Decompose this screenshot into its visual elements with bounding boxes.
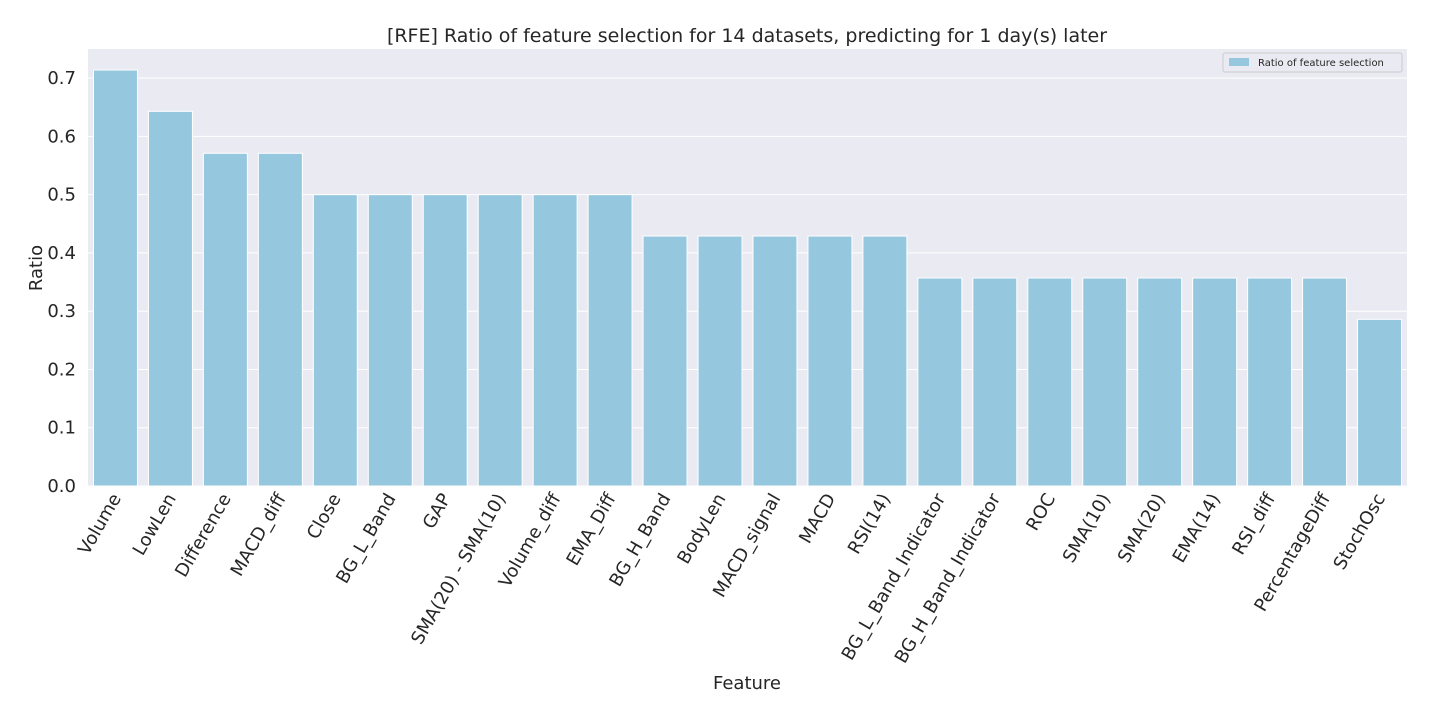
bar xyxy=(422,194,468,487)
y-tick-label: 0.5 xyxy=(47,185,76,206)
bar xyxy=(367,194,413,487)
x-tick-label: StochOsc xyxy=(1330,490,1390,573)
legend-label: Ratio of feature selection xyxy=(1258,58,1384,69)
bar xyxy=(1082,277,1128,487)
bar xyxy=(807,235,853,487)
x-tick-label: RSI(14) xyxy=(844,490,895,558)
x-tick-label: BG_H_Band_Indicator xyxy=(891,489,1006,667)
bar xyxy=(1192,277,1238,487)
x-tick-label: RSI_diff xyxy=(1228,489,1280,558)
x-tick-label: GAP xyxy=(419,490,456,533)
x-tick-label: ROC xyxy=(1022,490,1060,534)
bar xyxy=(1247,277,1293,487)
x-tick-label: EMA_Diff xyxy=(563,489,621,569)
bar xyxy=(147,110,193,487)
bar xyxy=(917,277,963,487)
y-tick-labels: 0.0 0.1 0.2 0.3 0.4 0.5 0.6 0.7 xyxy=(47,68,76,497)
y-tick-label: 0.1 xyxy=(47,418,76,439)
bar xyxy=(312,194,358,487)
x-tick-label: LowLen xyxy=(129,490,181,559)
bars xyxy=(92,69,1403,487)
y-tick-label: 0.6 xyxy=(47,126,76,147)
y-tick-label: 0.4 xyxy=(47,243,76,264)
bar xyxy=(697,235,743,487)
x-tick-label: Close xyxy=(303,490,346,543)
bar xyxy=(587,194,633,487)
bar xyxy=(477,194,523,487)
y-tick-label: 0.0 xyxy=(47,476,76,497)
bar xyxy=(752,235,798,487)
legend-swatch xyxy=(1229,58,1249,66)
bar xyxy=(1027,277,1073,487)
chart-title: [RFE] Ratio of feature selection for 14 … xyxy=(387,25,1107,47)
grid-lines xyxy=(88,77,1407,487)
legend: Ratio of feature selection xyxy=(1222,52,1403,73)
y-tick-label: 0.2 xyxy=(47,359,76,380)
x-tick-label: Difference xyxy=(171,490,236,581)
x-tick-label: EMA(14) xyxy=(1169,490,1225,566)
bar xyxy=(1357,318,1403,487)
bar xyxy=(92,69,138,487)
bar xyxy=(1137,277,1183,487)
bar xyxy=(642,235,688,487)
plot-background xyxy=(88,49,1407,486)
y-tick-label: 0.3 xyxy=(47,301,76,322)
bar xyxy=(862,235,908,487)
y-tick-label: 0.7 xyxy=(47,68,76,89)
bar xyxy=(257,152,303,487)
bar xyxy=(972,277,1018,487)
x-tick-label: BodyLen xyxy=(673,490,730,568)
x-tick-label: BG_L_Band_Indicator xyxy=(838,489,951,663)
x-axis-title: Feature xyxy=(713,673,781,694)
x-tick-label: MACD xyxy=(795,490,840,547)
bar xyxy=(202,152,248,487)
x-tick-label: SMA(10) xyxy=(1059,490,1115,567)
y-axis-title: Ratio xyxy=(26,245,47,291)
legend-box xyxy=(1222,52,1403,73)
bar xyxy=(532,194,578,487)
x-tick-label: MACD_diff xyxy=(227,489,291,580)
x-tick-label: Volume xyxy=(74,490,126,558)
x-tick-label: SMA(20) xyxy=(1114,490,1170,567)
bar xyxy=(1302,277,1348,487)
